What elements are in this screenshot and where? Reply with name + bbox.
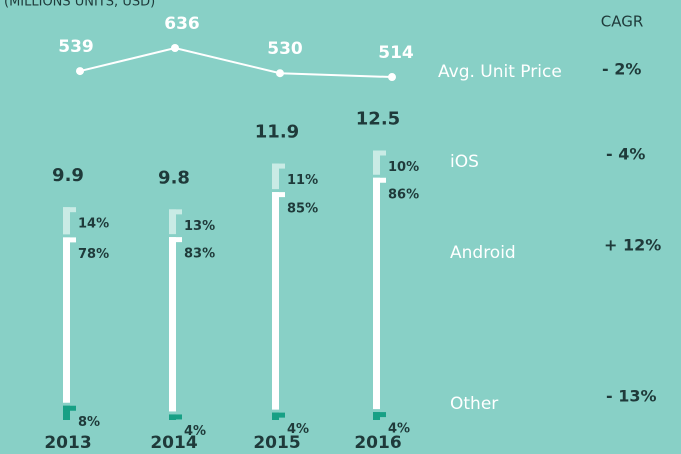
price-line xyxy=(79,46,393,79)
series-cagr: - 4% xyxy=(606,145,645,164)
bar-segment xyxy=(169,209,176,235)
cagr-title: CAGR xyxy=(601,13,644,31)
segment-label: 8% xyxy=(78,415,100,430)
bar-segment xyxy=(373,177,380,410)
segment-label: 11% xyxy=(287,173,318,188)
segment-flag xyxy=(373,412,386,418)
series-name: Android xyxy=(450,243,516,263)
subtitle: (MILLIONS UNITS, USD) xyxy=(4,0,155,10)
line-cagr: - 2% xyxy=(602,60,641,79)
x-tick-label: 2013 xyxy=(44,433,91,453)
bar-segment xyxy=(63,405,70,420)
price-label: 636 xyxy=(164,14,200,34)
segment-label: 83% xyxy=(184,247,215,262)
segment-label: 13% xyxy=(184,219,215,234)
price-label: 530 xyxy=(267,39,303,59)
segment-label: 85% xyxy=(287,202,318,217)
series-name: Other xyxy=(450,394,498,414)
price-label: 514 xyxy=(378,43,414,63)
price-point xyxy=(276,69,284,78)
bar-segment xyxy=(169,237,176,412)
bar-segment xyxy=(373,150,380,175)
x-tick-label: 2016 xyxy=(354,433,401,453)
x-tick-label: 2014 xyxy=(150,433,197,453)
segment-label: 10% xyxy=(388,160,419,175)
segment-label: 78% xyxy=(78,247,109,262)
segment-flag xyxy=(169,209,182,215)
bar-segment xyxy=(272,163,279,190)
segment-flag xyxy=(169,237,182,243)
segment-flag xyxy=(373,177,386,183)
bar-segment xyxy=(272,192,279,410)
bar-segment xyxy=(63,207,70,235)
segment-label: 4% xyxy=(287,422,309,437)
segment-flag xyxy=(63,237,76,243)
x-tick-label: 2015 xyxy=(253,433,300,453)
segment-flag xyxy=(169,414,182,420)
total-label: 9.9 xyxy=(52,165,84,186)
price-point xyxy=(171,44,179,52)
series-name: iOS xyxy=(450,152,479,172)
segment-flag xyxy=(63,207,76,213)
line-name: Avg. Unit Price xyxy=(438,62,562,82)
series-cagr: + 12% xyxy=(604,236,661,255)
segment-label: 86% xyxy=(388,187,419,202)
segment-flag xyxy=(373,150,386,156)
segment-flag xyxy=(272,192,285,198)
segment-flag xyxy=(272,163,285,169)
segment-label: 4% xyxy=(388,422,410,437)
price-point xyxy=(76,67,84,76)
total-label: 9.8 xyxy=(158,167,190,188)
series-cagr: - 13% xyxy=(606,387,657,406)
segment-label: 4% xyxy=(184,424,206,439)
price-point xyxy=(388,73,396,82)
bar-segment xyxy=(63,237,70,403)
total-label: 12.5 xyxy=(356,109,400,130)
price-label: 539 xyxy=(58,37,94,57)
segment-label: 14% xyxy=(78,217,109,232)
segment-flag xyxy=(63,405,76,411)
segment-flag xyxy=(272,412,285,418)
total-label: 11.9 xyxy=(255,122,299,143)
